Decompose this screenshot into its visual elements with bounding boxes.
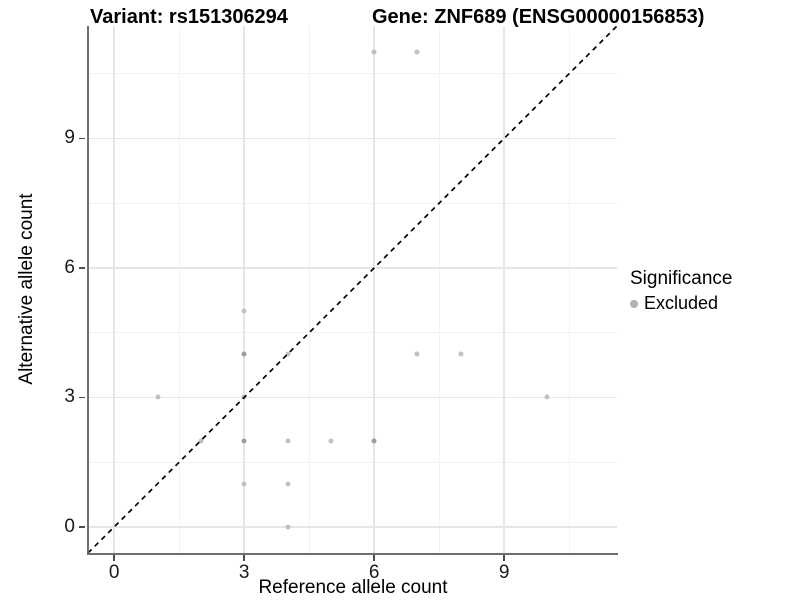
gridline-y-minor	[88, 461, 617, 463]
gridline-y-major	[88, 396, 617, 399]
y-tick-mark	[79, 137, 85, 140]
gridline-x-minor	[568, 26, 570, 553]
gridline-y-minor	[88, 202, 617, 204]
data-point	[241, 481, 247, 487]
data-point	[241, 351, 247, 357]
gridline-y-major	[88, 137, 617, 140]
y-tick-mark	[79, 267, 85, 269]
gridline-x-minor	[178, 26, 180, 553]
y-axis-title: Alternative allele count	[16, 193, 37, 385]
data-point	[285, 481, 290, 487]
data-point	[458, 351, 464, 357]
data-point	[414, 351, 420, 357]
data-point	[198, 438, 204, 444]
x-axis-line	[87, 553, 618, 555]
data-point	[285, 524, 290, 530]
x-tick-mark	[113, 555, 115, 561]
gridline-x-major	[113, 26, 115, 553]
y-axis-line	[87, 26, 89, 555]
gridline-y-minor	[88, 332, 617, 334]
gridline-x-minor	[308, 26, 310, 553]
gridline-y-major	[88, 267, 617, 269]
data-point	[328, 438, 334, 444]
plot-panel	[88, 26, 617, 553]
y-tick-mark	[79, 396, 85, 399]
legend-key-dot-icon	[630, 299, 638, 308]
gridline-x-minor	[438, 26, 440, 553]
legend-title: Significance	[630, 268, 733, 289]
x-tick-label: 3	[238, 562, 250, 583]
gridline-x-major	[373, 26, 375, 553]
y-tick-label: 6	[64, 256, 75, 278]
data-point	[371, 49, 377, 55]
x-tick-label: 0	[108, 562, 120, 583]
gridline-y-major	[88, 526, 617, 528]
data-point	[544, 394, 550, 400]
x-tick-mark	[503, 555, 505, 561]
gridline-x-major	[503, 26, 505, 553]
data-point	[285, 351, 290, 357]
x-axis-title: Reference allele count	[258, 577, 448, 598]
x-tick-label: 9	[498, 562, 510, 583]
legend: Significance Excluded	[630, 268, 732, 314]
y-tick-label: 3	[64, 386, 75, 408]
data-point	[371, 438, 377, 444]
y-tick-label: 9	[64, 127, 75, 149]
x-tick-mark	[243, 555, 245, 561]
plot-title-variant: Variant: rs151306294	[90, 6, 288, 28]
y-tick-label: 0	[64, 515, 75, 537]
gridline-y-minor	[88, 73, 617, 75]
data-point	[285, 438, 290, 444]
data-point	[241, 438, 247, 444]
plot-title-gene: Gene: ZNF689 (ENSG00000156853)	[372, 6, 705, 28]
data-point	[241, 394, 247, 400]
identity-line	[88, 26, 617, 553]
data-point	[241, 308, 247, 314]
x-tick-mark	[373, 555, 375, 561]
legend-item-excluded: Excluded	[630, 293, 732, 314]
gridline-x-major	[243, 26, 245, 553]
data-point	[155, 394, 161, 400]
data-point	[414, 49, 420, 55]
y-tick-mark	[79, 526, 85, 528]
legend-item-label: Excluded	[644, 293, 719, 313]
